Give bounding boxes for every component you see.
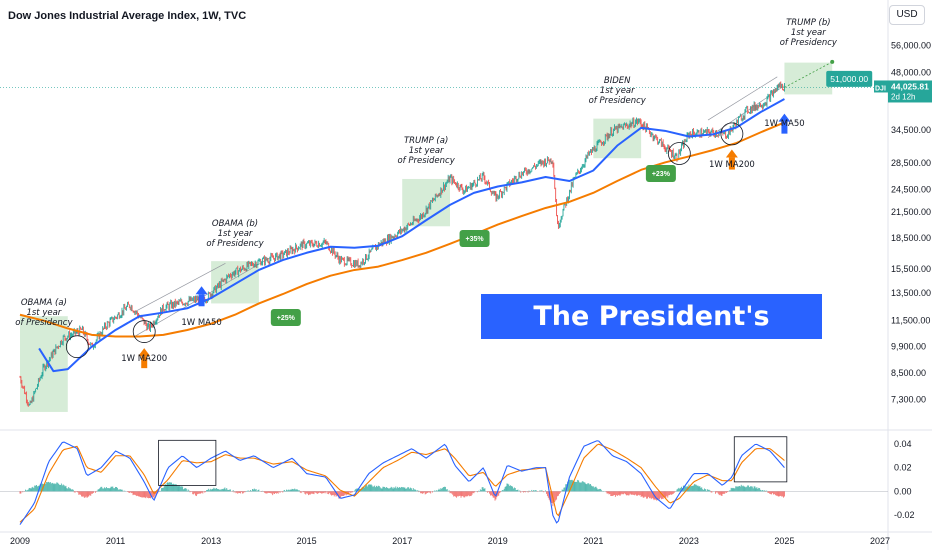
price-tick-label: 28,500.00 [891,158,931,168]
annotation-obama-b-line: 1st year [218,229,253,239]
zone-trump-b [784,62,833,95]
ma50-label-2025: 1W MA50 [764,119,804,129]
price-tick-label: 11,500.00 [891,316,930,326]
badge-25: +25% [277,315,296,322]
touch-circle-2010 [65,335,89,359]
annotation-trump-a-line: 1st year [409,146,444,156]
annotation-obama-b-line: OBAMA (b) [212,219,258,229]
time-tick-label: 2017 [392,536,412,546]
oscillator-tick-label: 0.00 [894,486,912,496]
last-price-tag-bg [888,80,932,103]
ma50-arrow-2012-head [195,286,208,295]
annotation-biden-line: of Presidency [589,96,647,106]
symbol-title: Dow Jones Industrial Average Index, 1W, … [8,10,247,22]
price-tick-label: 7,300.00 [891,395,926,405]
ma200-arrow-2011-head [138,348,151,357]
time-tick-label: 2023 [679,536,699,546]
touch-circle-2011 [132,320,156,343]
time-tick-label: 2011 [106,536,125,546]
last-price-tag-label: 44,025.81 [891,81,929,91]
oscillator-signal-line [19,443,785,523]
zone-trump-a [402,178,450,227]
annotation-trump-a-line: of Presidency [397,156,455,166]
ma200-arrow-2024-head [725,149,738,158]
oscillator-axis: 0.04 0.02 0.00 -0.02 [894,439,915,520]
ma200-arrow-2011-shaft [141,356,148,369]
ma50-arrow-2025-shaft [781,121,788,134]
target-tag-label: 51,000.00 [830,74,868,84]
price-tick-label: 24,500.00 [891,184,931,194]
annotation-obama-b-line: of Presidency [206,239,264,249]
price-tick-label: 21,500.00 [891,207,931,217]
price-tick-label: 56,000.00 [891,41,931,51]
annotation-trump-b-line: 1st year [791,28,826,38]
oscillator-box-2024 [733,436,788,483]
symbol-tag-label: DJI [875,85,886,92]
badge-35: +35% [466,236,485,243]
price-bars [19,81,785,407]
ma50-arrow-2012-shaft [198,294,205,307]
annotation-trump-b-line: of Presidency [780,38,838,48]
price-axis: 56,000.00 48,000.00 34,500.00 28,500.00 24,5… [891,41,931,405]
currency-button[interactable]: USD [889,5,925,25]
oscillator-macd-line [19,440,785,525]
target-tag-bg [826,70,873,87]
oscillator-box-2012 [158,439,217,486]
price-tick-label: 13,500.00 [891,288,931,298]
ma50-label-2012: 1W MA50 [181,318,221,328]
oscillator-histogram [19,479,785,507]
time-tick-label: 2025 [774,536,794,546]
price-tick-label: 15,500.00 [891,264,931,274]
annotation-trump-b-line: TRUMP (b) [786,18,831,28]
annotation-obama-a-line: 1st year [26,308,61,318]
oscillator-tick-label: 0.04 [894,439,912,449]
annotation-biden-line: BIDEN [604,76,631,86]
price-tick-label: 8,500.00 [891,368,926,378]
annotation-trump-a-line: TRUMP (a) [404,136,448,146]
ma50-arrow-2025-head [778,113,791,122]
annotation-biden-line: 1st year [600,86,635,96]
badge-25-bg [270,309,301,326]
time-tick-label: 2009 [10,536,30,546]
ma50-arrow-2025 [778,113,791,134]
price-tick-label: 18,500.00 [891,233,931,243]
ma50-arrow-2012 [195,286,208,307]
channel-line-2012-upper [134,263,226,313]
projection-point [830,59,835,64]
banner-title: The President's cheatsheet [481,294,822,377]
ma50-line [38,98,785,373]
price-tick-label: 48,000.00 [891,67,931,77]
oscillator-tick-label: 0.02 [894,463,912,473]
ma200-label-2011: 1W MA200 [121,354,167,364]
ma200-arrow-2024 [725,149,738,170]
countdown-label: 2d 12h [891,92,915,101]
oscillator-tick-label: -0.02 [894,510,915,520]
zone-biden [593,118,642,159]
touch-circle-2022 [667,142,691,165]
ma200-label-2024: 1W MA200 [709,160,755,170]
annotation-obama-a-line: of Presidency [15,318,73,328]
ma200-arrow-2024-shaft [728,157,735,170]
price-tick-label: 34,500.00 [891,125,931,135]
badge-35-bg [459,230,490,247]
channel-line-2024-upper [707,76,778,121]
ma200-arrow-2011 [138,348,151,369]
plot-background [0,0,888,550]
time-axis: 2009 2011 2013 2015 2017 2019 2021 2023 2025 2027 [10,536,890,546]
time-tick-label: 2021 [583,536,603,546]
ma200-line [19,121,785,338]
time-tick-label: 2013 [201,536,221,546]
symbol-tag-bg [874,80,888,93]
projection-line [784,61,833,88]
time-tick-label: 2027 [870,536,890,546]
annotation-obama-a-line: OBAMA (a) [21,298,67,308]
badge-23: +23% [652,171,671,178]
time-tick-label: 2019 [488,536,508,546]
price-tick-label: 9,900.00 [891,342,926,352]
time-tick-label: 2015 [297,536,317,546]
touch-circle-2023 [720,122,744,146]
badge-23-bg [645,165,676,182]
